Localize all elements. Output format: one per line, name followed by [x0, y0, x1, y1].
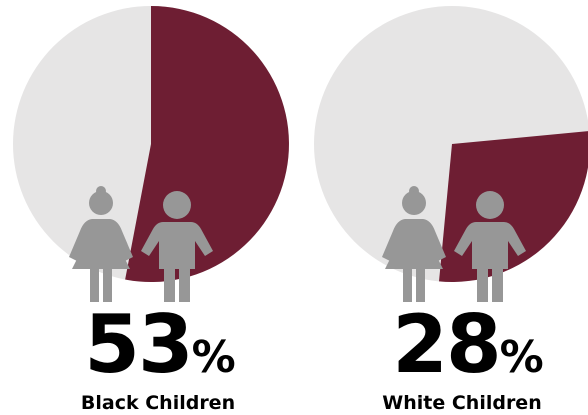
- percent-sign-white-children: %: [500, 332, 544, 383]
- pie-chart-black-children: 53% Black Children: [13, 6, 289, 414]
- percent-label-black-children: 53%: [84, 298, 235, 391]
- percent-sign-black-children: %: [192, 332, 236, 383]
- percent-value-black-children: 53: [84, 298, 191, 391]
- pie-slice-white-children: [439, 131, 588, 282]
- percent-value-white-children: 28: [392, 298, 499, 391]
- category-label-white-children: White Children: [382, 392, 541, 414]
- category-label-black-children: Black Children: [81, 392, 235, 414]
- pie-chart-white-children: 28% White Children: [314, 6, 588, 414]
- girl-and-boy-icon: [382, 186, 526, 302]
- percent-label-white-children: 28%: [392, 298, 543, 391]
- girl-and-boy-icon: [69, 186, 213, 302]
